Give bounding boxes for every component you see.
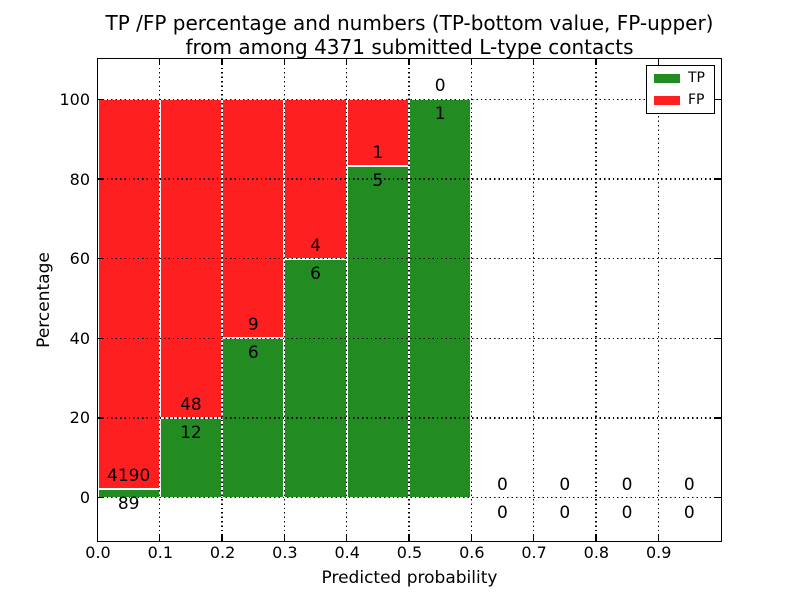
- y-tick-label: 20: [69, 408, 90, 428]
- gridline-vertical: [657, 58, 659, 541]
- x-tick-label: 0.3: [272, 543, 298, 562]
- tick-mark: [714, 258, 721, 260]
- gridline-vertical: [159, 58, 161, 541]
- tick-mark: [159, 534, 161, 541]
- tick-mark: [97, 337, 104, 339]
- fp-bar: [97, 99, 160, 490]
- tick-mark: [657, 58, 659, 65]
- fp-bar: [222, 99, 285, 339]
- fp-count-label: 0: [434, 76, 446, 97]
- tick-mark: [408, 534, 410, 541]
- x-tick-label: 0.6: [459, 543, 485, 562]
- tp-count-label: 12: [180, 422, 202, 443]
- fp-count-label: 9: [247, 315, 259, 336]
- tick-mark: [595, 58, 597, 65]
- y-tick-label: 100: [59, 89, 90, 109]
- chart-title-line1: TP /FP percentage and numbers (TP-bottom…: [105, 11, 714, 35]
- fp-legend-swatch: [654, 96, 680, 105]
- gridline-vertical: [221, 58, 223, 541]
- tick-mark: [532, 534, 535, 541]
- fp-count-label: 48: [180, 394, 202, 415]
- tp-count-label: 5: [372, 170, 384, 191]
- fp-count-label: 0: [683, 474, 695, 495]
- tp-bar: [409, 99, 472, 498]
- fp-count-label: 1: [372, 142, 384, 163]
- chart-title-line2: from among 4371 submitted L-type contact…: [185, 35, 634, 59]
- gridline-vertical: [283, 58, 286, 541]
- x-tick-label: 0.0: [85, 543, 111, 562]
- gridline-vertical: [595, 58, 597, 541]
- x-tick-label: 0.2: [209, 543, 236, 562]
- tick-mark: [714, 337, 721, 339]
- fp-count-label: 4190: [107, 466, 151, 487]
- tick-mark: [283, 58, 286, 65]
- tick-mark: [221, 534, 223, 541]
- x-tick-label: 0.5: [396, 543, 423, 562]
- tick-mark: [595, 534, 597, 541]
- fp-count-label: 0: [621, 474, 633, 495]
- tp-legend-label: TP: [688, 70, 705, 86]
- tick-mark: [714, 98, 721, 101]
- x-tick-label: 0.7: [521, 543, 547, 562]
- fp-count-label: 4: [310, 235, 321, 256]
- y-tick-label: 0: [79, 488, 90, 507]
- fp-count-label: 0: [497, 474, 508, 495]
- tick-mark: [470, 58, 472, 65]
- gridline-vertical: [470, 58, 472, 541]
- tick-mark: [97, 258, 104, 260]
- tp-count-label: 89: [117, 494, 140, 515]
- fp-count-label: 0: [559, 474, 571, 495]
- tp-legend-swatch: [654, 74, 680, 83]
- y-tick-label: 40: [69, 328, 90, 348]
- legend-item-fp: FP: [654, 93, 705, 108]
- x-axis-label: Predicted probability: [321, 568, 498, 588]
- legend-item-tp: TP: [654, 71, 705, 86]
- x-tick-label: 0.1: [147, 543, 174, 562]
- gridline-vertical: [532, 58, 535, 541]
- tp-count-label: 1: [434, 104, 446, 125]
- fp-legend-label: FP: [688, 92, 705, 108]
- tick-mark: [221, 58, 223, 65]
- tick-mark: [159, 58, 161, 65]
- tick-mark: [714, 178, 721, 180]
- tick-mark: [97, 496, 104, 499]
- legend: TP FP: [646, 65, 715, 114]
- tick-mark: [470, 534, 472, 541]
- tick-mark: [408, 58, 410, 65]
- gridline-vertical: [346, 58, 348, 541]
- x-tick-label: 0.9: [645, 543, 672, 562]
- y-tick-label: 80: [69, 169, 90, 189]
- tick-mark: [346, 534, 348, 541]
- tick-mark: [532, 58, 535, 65]
- tick-mark: [714, 417, 721, 419]
- gridline-vertical: [408, 58, 410, 541]
- tp-bar: [284, 258, 347, 498]
- tick-mark: [283, 534, 286, 541]
- tick-mark: [96, 534, 99, 541]
- tick-mark: [346, 58, 348, 65]
- x-tick-label: 0.8: [583, 543, 610, 562]
- tp-count-label: 0: [621, 502, 633, 523]
- tick-mark: [97, 98, 104, 101]
- tp-count-label: 0: [559, 502, 571, 523]
- chart-title: TP /FP percentage and numbers (TP-bottom…: [98, 11, 721, 59]
- x-tick-label: 0.4: [334, 543, 360, 562]
- tp-count-label: 6: [247, 343, 259, 364]
- y-tick-label: 60: [69, 249, 90, 269]
- plot-area: 4190 89 48 12 9 6 4 6 1 5 0 1 0 0 0 0 0 0 0 0: [96, 57, 722, 542]
- tick-mark: [97, 178, 104, 180]
- tick-mark: [657, 534, 659, 541]
- tp-count-label: 6: [310, 263, 321, 284]
- tick-mark: [96, 58, 99, 65]
- tick-mark: [714, 496, 721, 499]
- tick-mark: [97, 417, 104, 419]
- tp-bar: [346, 165, 409, 498]
- tp-count-label: 0: [683, 502, 695, 523]
- tp-count-label: 0: [497, 502, 508, 523]
